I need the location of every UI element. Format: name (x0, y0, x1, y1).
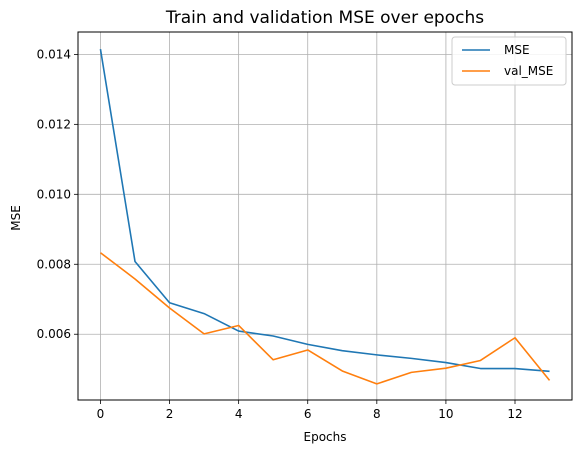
y-axis-label: MSE (9, 205, 23, 231)
x-tick-label: 6 (304, 407, 312, 421)
x-tick-label: 12 (507, 407, 522, 421)
x-tick-label: 0 (97, 407, 105, 421)
y-tick-label: 0.014 (37, 47, 71, 61)
y-tick-label: 0.012 (37, 117, 71, 131)
series-line-mse (99, 49, 550, 373)
y-tick-label: 0.010 (37, 187, 71, 201)
x-tick-label: 8 (373, 407, 381, 421)
legend-label: val_MSE (504, 64, 553, 78)
y-axis: 0.006 0.008 0.010 0.012 0.014 (37, 47, 78, 341)
x-axis-label: Epochs (304, 430, 347, 444)
x-tick-label: 4 (235, 407, 243, 421)
x-tick-label: 10 (438, 407, 453, 421)
y-tick-label: 0.006 (37, 327, 71, 341)
legend-label: MSE (504, 43, 530, 57)
x-axis: 0 2 4 6 8 10 12 (97, 400, 523, 421)
y-tick-label: 0.008 (37, 257, 71, 271)
x-tick-label: 2 (166, 407, 174, 421)
legend-box (451, 36, 567, 86)
grid (78, 32, 572, 400)
legend: MSE val_MSE (451, 36, 567, 86)
series-layer (99, 49, 551, 385)
chart-title: Train and validation MSE over epochs (165, 8, 484, 28)
series-line-val-mse (99, 252, 551, 385)
plot-frame (77, 31, 573, 401)
